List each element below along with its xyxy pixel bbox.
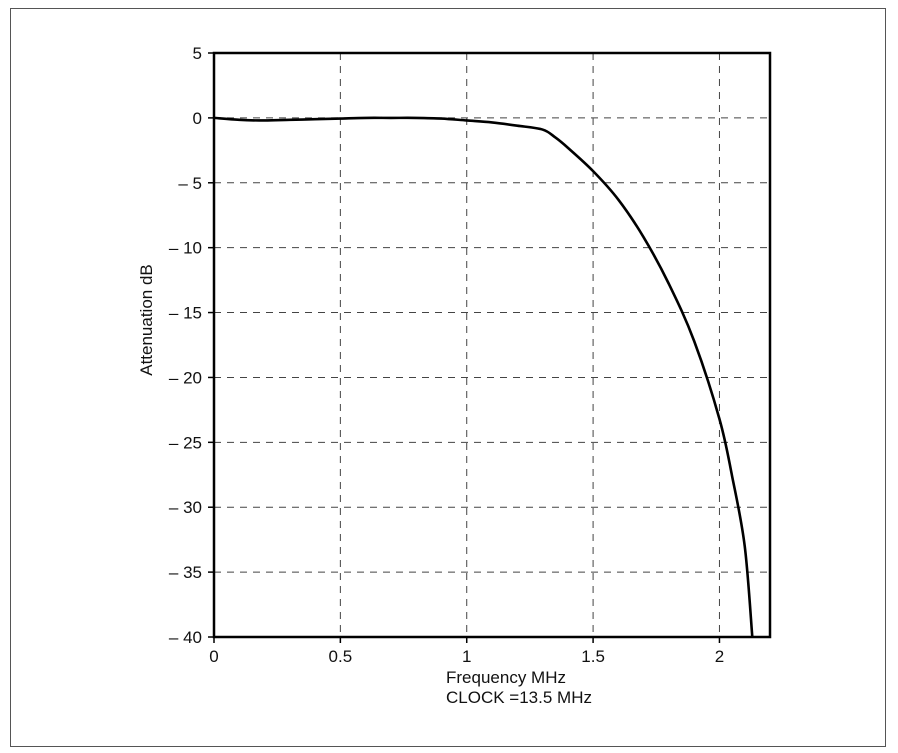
y-tick-label: – 15 (169, 304, 202, 323)
x-tick-labels: 0 0.5 1 1.5 2 (209, 637, 724, 666)
curve-layer (213, 116, 754, 638)
y-tick-label: – 20 (169, 368, 202, 387)
y-tick-label: – 10 (169, 239, 202, 258)
y-tick-label: 5 (193, 44, 202, 63)
x-axis-sublabel: CLOCK =13.5 MHz (446, 688, 592, 707)
y-tick-label: – 25 (169, 433, 202, 452)
attenuation-curve (213, 116, 754, 638)
x-tick-label: 0 (209, 647, 218, 666)
y-tick-label: – 35 (169, 563, 202, 582)
y-tick-label: – 5 (178, 174, 202, 193)
x-tick-label: 0.5 (329, 647, 353, 666)
y-tick-label: – 30 (169, 498, 202, 517)
x-axis-label: Frequency MHz (446, 668, 566, 687)
x-tick-label: 1.5 (581, 647, 605, 666)
grid-lines (214, 53, 770, 637)
y-tick-label: – 40 (169, 628, 202, 647)
y-tick-labels: 5 0 – 5 – 10 – 15 – 20 – 25 – 30 – 35 – 40 (169, 44, 214, 647)
x-tick-label: 1 (462, 647, 471, 666)
x-tick-label: 2 (715, 647, 724, 666)
y-axis-label: Attenuation dB (137, 264, 156, 376)
plot-border (212, 51, 772, 639)
y-tick-label: 0 (193, 109, 202, 128)
